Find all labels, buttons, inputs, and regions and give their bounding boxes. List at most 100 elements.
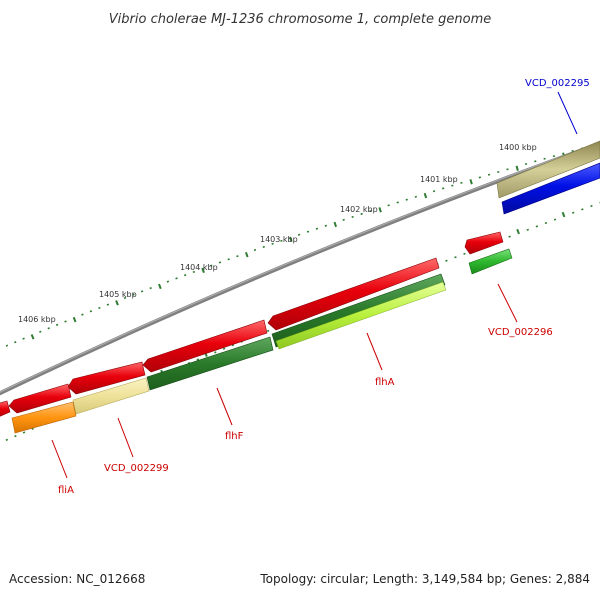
minor-tick (183, 274, 187, 277)
gene-label-flia[interactable]: fliA (58, 485, 74, 496)
minor-tick (5, 344, 9, 347)
minor-tick (140, 290, 144, 293)
minor-tick (590, 204, 593, 208)
major-tick (516, 228, 520, 235)
leader-vcd-002295 (557, 91, 578, 135)
leader-vcd-002299 (117, 417, 134, 458)
minor-tick (463, 252, 466, 255)
gene-label-flhf[interactable]: flhF (225, 431, 244, 442)
minor-tick (214, 351, 217, 354)
minor-tick (64, 320, 67, 323)
gene-feature-vcd-002296[interactable] (468, 248, 513, 275)
tick-label-1405: 1405 kbp (99, 290, 137, 299)
minor-tick (297, 233, 301, 236)
minor-tick (544, 221, 548, 225)
minor-tick (89, 310, 93, 313)
minor-tick (571, 211, 575, 214)
minor-tick (454, 256, 457, 259)
major-tick (72, 316, 77, 323)
minor-tick (55, 323, 59, 326)
gene-label-vcd-002299[interactable]: VCD_002299 (104, 463, 169, 474)
minor-tick (210, 264, 213, 267)
tick-label-1401: 1401 kbp (420, 175, 458, 184)
tick-label-1406: 1406 kbp (18, 315, 56, 324)
major-tick (423, 192, 428, 199)
major-tick (515, 165, 519, 171)
minor-tick (14, 341, 17, 344)
minor-tick (47, 327, 50, 330)
accession-text: Accession: NC_012668 (9, 572, 146, 586)
major-tick (561, 211, 566, 218)
leader-flhf (216, 387, 233, 426)
tick-label-1403: 1403 kbp (260, 235, 298, 244)
minor-tick (271, 242, 274, 245)
major-tick (201, 267, 205, 274)
minor-tick (175, 277, 178, 280)
minor-tick (98, 306, 101, 310)
gene-feature-red-6[interactable] (0, 400, 11, 418)
minor-tick (22, 431, 26, 434)
gene-label-vcd-002296[interactable]: VCD_002296 (488, 327, 553, 338)
gene-feature-flhf[interactable] (146, 336, 274, 391)
major-tick (244, 251, 249, 258)
gene-feature-vcd-002299[interactable] (72, 377, 150, 415)
minor-tick (81, 313, 84, 316)
major-tick (469, 179, 473, 185)
gene-feature-vcd-002295[interactable] (501, 162, 600, 215)
genome-stats-text: Topology: circular; Length: 3,149,584 bp… (260, 572, 590, 586)
map-title: Vibrio cholerae MJ-1236 chromosome 1, co… (109, 12, 491, 27)
gene-feature-red-2[interactable] (267, 257, 440, 331)
major-tick (378, 207, 382, 213)
minor-tick (39, 330, 42, 333)
tick-label-1404: 1404 kbp (180, 263, 218, 272)
outer-tick-ring (5, 142, 600, 347)
gene-feature-vcd-002295-olive[interactable] (496, 140, 600, 199)
minor-tick (166, 280, 170, 283)
minor-tick (315, 227, 319, 230)
leader-flia (51, 439, 68, 479)
gene-feature-flha-inner[interactable] (275, 281, 447, 350)
minor-tick (253, 248, 257, 252)
minor-tick (227, 258, 230, 261)
minor-tick (266, 329, 270, 333)
gene-label-flha[interactable]: flhA (375, 377, 395, 388)
major-tick (158, 283, 162, 290)
minor-tick (280, 239, 283, 242)
minor-tick (106, 303, 110, 306)
minor-tick (14, 435, 17, 438)
minor-tick (222, 347, 226, 350)
minor-tick (581, 208, 584, 211)
minor-tick (149, 286, 152, 290)
minor-tick (508, 235, 511, 238)
gene-feature-red-5[interactable] (8, 383, 72, 414)
gene-feature-flia[interactable] (11, 401, 77, 434)
minor-tick (445, 259, 448, 262)
minor-tick (132, 293, 135, 296)
gene-feature-red-1[interactable] (464, 231, 504, 255)
minor-tick (262, 245, 265, 248)
minor-tick (236, 255, 239, 258)
minor-tick (5, 438, 9, 441)
minor-tick (553, 218, 557, 221)
tick-label-1402: 1402 kbp (340, 205, 378, 214)
minor-tick (526, 228, 529, 231)
gene-label-vcd-002295[interactable]: VCD_002295 (525, 78, 590, 89)
gene-feature-red-3[interactable] (142, 319, 268, 373)
minor-tick (535, 225, 539, 228)
major-tick (115, 300, 119, 306)
tick-label-1400: 1400 kbp (499, 143, 537, 152)
gene-feature-red-4[interactable] (67, 361, 146, 395)
leader-flha (366, 332, 383, 371)
leader-vcd-002296 (497, 283, 518, 323)
major-tick (30, 334, 35, 340)
minor-tick (123, 296, 127, 300)
major-tick (333, 221, 338, 228)
major-tick (289, 236, 293, 243)
chromosome-backbone-highlight (0, 142, 600, 393)
inner-tick-ring (5, 201, 600, 441)
minor-tick (196, 358, 199, 361)
minor-tick (218, 261, 222, 264)
minor-tick (324, 224, 328, 227)
minor-tick (192, 270, 196, 274)
